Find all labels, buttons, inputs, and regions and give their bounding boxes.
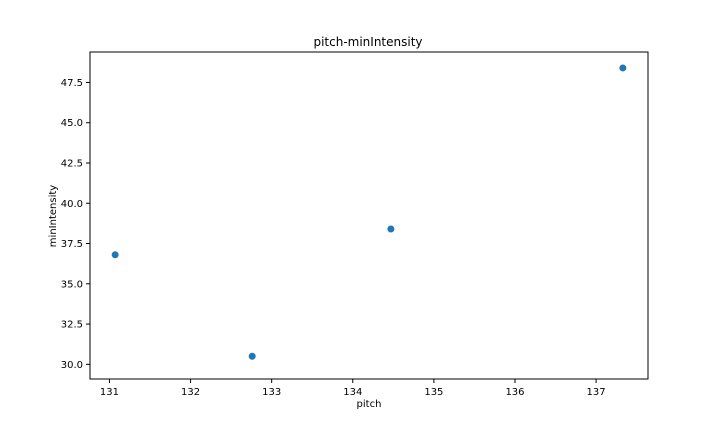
plot-area: [89, 51, 649, 380]
x-axis-label: pitch: [357, 399, 382, 410]
y-tick-label: 42.5: [61, 158, 83, 169]
x-tick-label: 134: [343, 387, 362, 398]
y-tick-label: 47.5: [61, 78, 83, 89]
y-axis: 30.0 32.5 35.0 37.5 40.0 42.5 45.0 47.5: [61, 78, 90, 371]
x-tick-label: 131: [100, 387, 119, 398]
chart-title: pitch-minIntensity: [313, 35, 422, 49]
y-tick-label: 45.0: [61, 118, 83, 129]
x-axis: 131 132 133 134 135 136 137: [100, 379, 606, 398]
x-tick-label: 137: [587, 387, 606, 398]
y-tick-label: 35.0: [61, 279, 83, 290]
x-tick-label: 136: [505, 387, 524, 398]
data-point: [111, 251, 119, 259]
axes-frame: [89, 51, 649, 380]
x-tick-label: 135: [424, 387, 443, 398]
data-points: [111, 64, 627, 360]
y-tick-label: 40.0: [61, 199, 83, 210]
data-point: [248, 352, 256, 360]
x-tick-label: 133: [262, 387, 281, 398]
y-axis-label: minIntensity: [48, 185, 59, 247]
y-tick-label: 32.5: [61, 320, 83, 331]
y-tick-label: 37.5: [61, 239, 83, 250]
x-tick-label: 132: [181, 387, 200, 398]
data-point: [619, 64, 627, 72]
y-tick-label: 30.0: [61, 360, 83, 371]
data-point: [387, 225, 395, 233]
